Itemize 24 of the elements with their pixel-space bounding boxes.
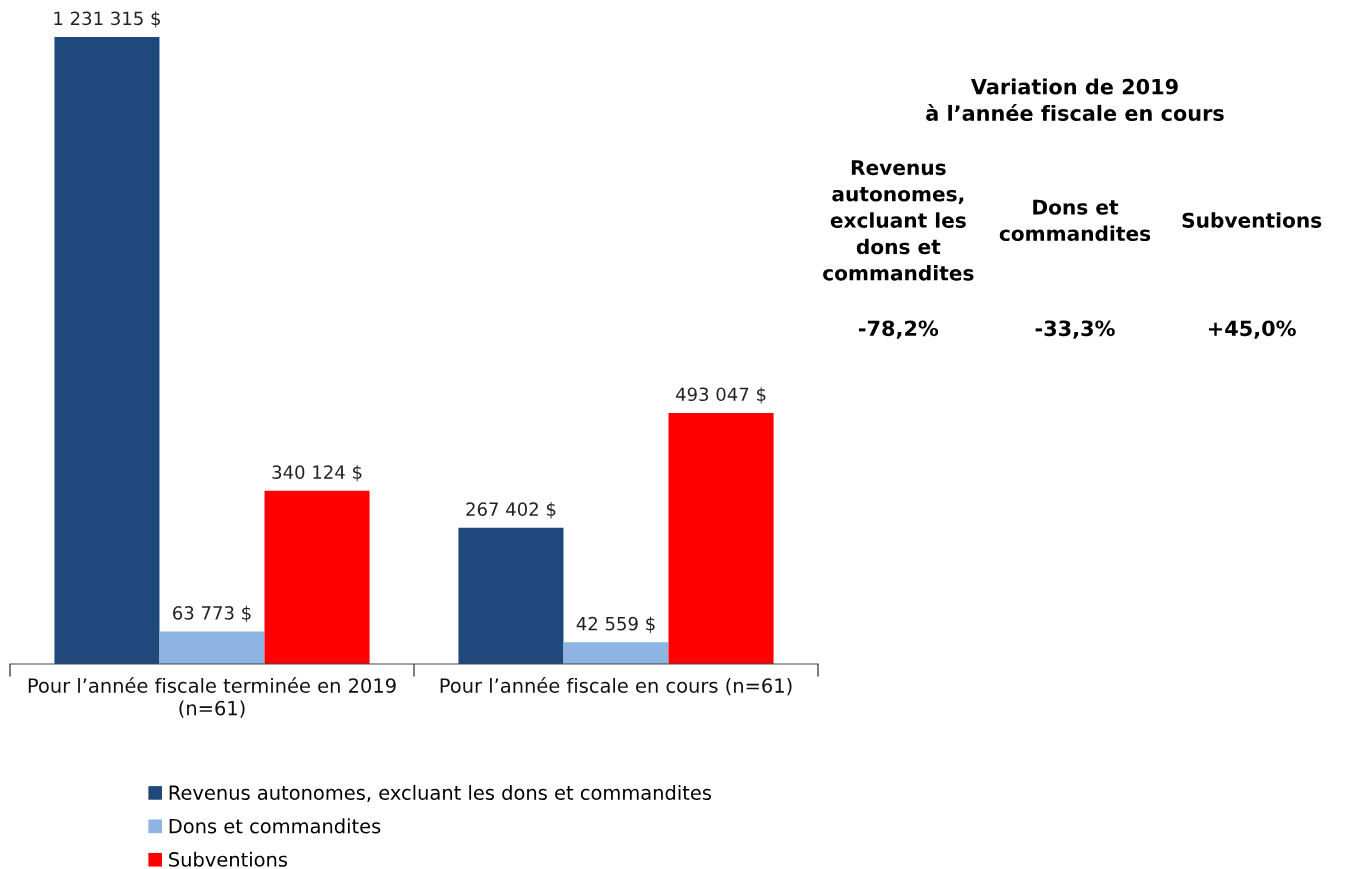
category-label: Subventions [1182,212,1322,228]
data-label: 1 231 315 $ [54,11,161,28]
data-label: 42 559 $ [576,616,655,633]
bar [458,527,564,664]
data-label: 493 047 $ [675,387,766,404]
legend-label: Dons et commandites [169,818,381,834]
data-label: 63 773 $ [173,605,251,623]
category-label: Revenus autonomes, excluant les dons et commandites [823,160,974,281]
bar [668,412,774,664]
bar [54,37,160,664]
data-label: 340 124 $ [272,465,362,482]
x-tick-label: Pour l’année fiscale terminée en 2019 (n=61) [28,677,396,718]
legend-label: Subventions [169,851,288,867]
text: +45,0% [1209,320,1296,339]
legend-label: Revenus autonomes, excluant les dons et commandites [169,784,712,802]
x-tick-label: Pour l’année fiscale en cours (n=61) [440,677,792,696]
data-label: 267 402 $ [466,502,556,519]
text: -78,2% [859,320,939,339]
category-label: Dons et commandites [999,199,1151,242]
bar [159,631,265,664]
bar [563,642,669,664]
bar [264,490,370,664]
text: Variation de 2019 à l’année fiscale en cours [926,78,1224,122]
text: -33,3% [1035,320,1115,339]
